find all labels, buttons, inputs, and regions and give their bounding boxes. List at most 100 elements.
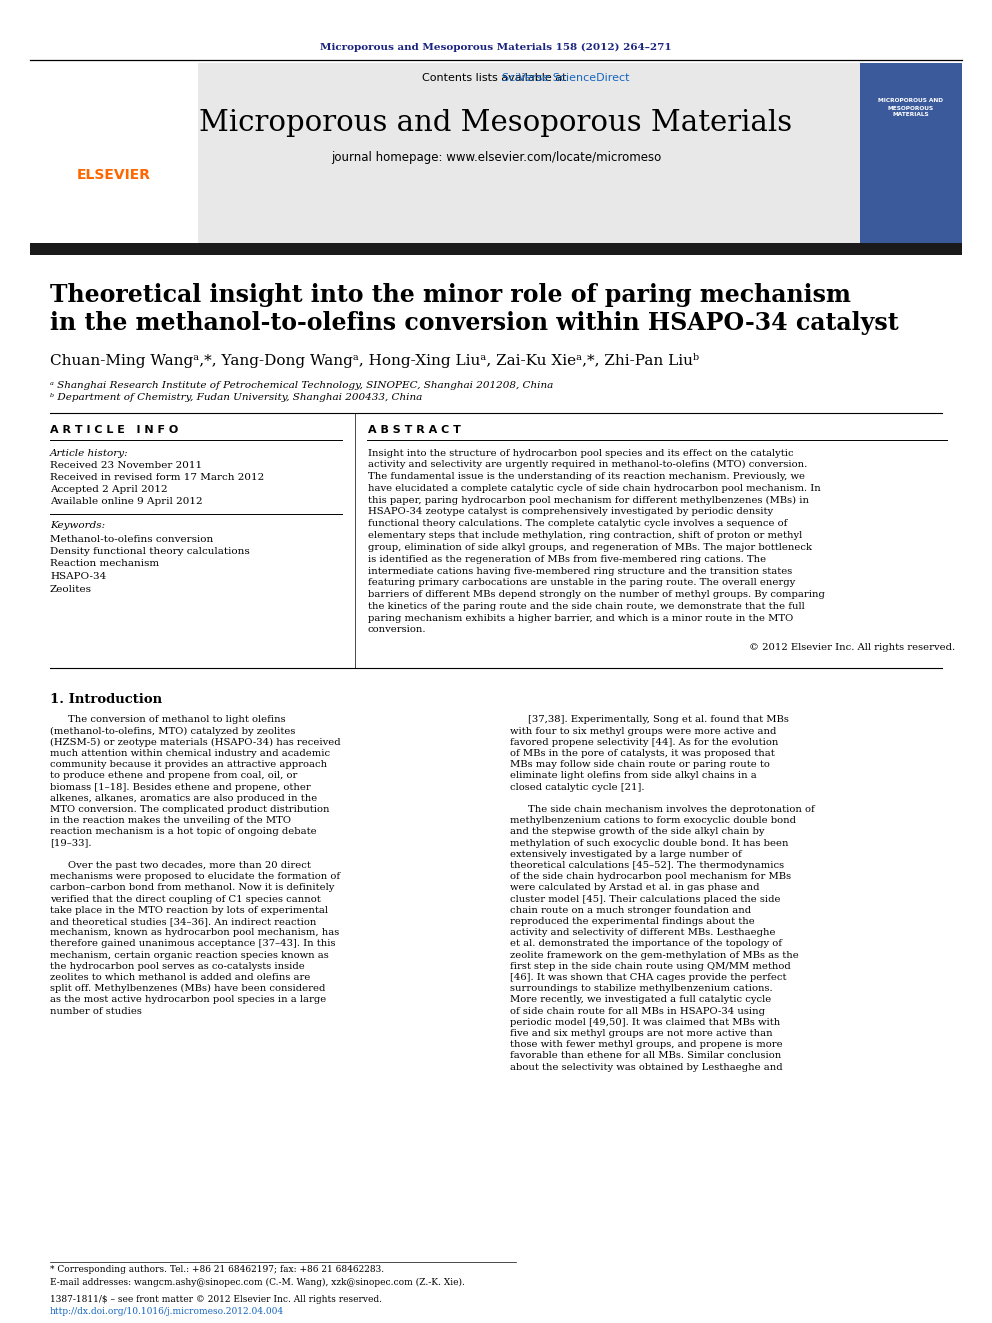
Text: featuring primary carbocations are unstable in the paring route. The overall ene: featuring primary carbocations are unsta… xyxy=(368,578,796,587)
Text: chain route on a much stronger foundation and: chain route on a much stronger foundatio… xyxy=(510,906,751,914)
Text: periodic model [49,50]. It was claimed that MBs with: periodic model [49,50]. It was claimed t… xyxy=(510,1017,781,1027)
Text: MBs may follow side chain route or paring route to: MBs may follow side chain route or parin… xyxy=(510,761,770,769)
Text: [19–33].: [19–33]. xyxy=(50,839,91,848)
Text: paring mechanism exhibits a higher barrier, and which is a minor route in the MT: paring mechanism exhibits a higher barri… xyxy=(368,614,794,623)
Text: (HZSM-5) or zeotype materials (HSAPO-34) has received: (HZSM-5) or zeotype materials (HSAPO-34)… xyxy=(50,738,340,746)
Text: The side chain mechanism involves the deprotonation of: The side chain mechanism involves the de… xyxy=(528,804,814,814)
Text: [46]. It was shown that CHA cages provide the perfect: [46]. It was shown that CHA cages provid… xyxy=(510,972,787,982)
Text: E-mail addresses: wangcm.ashy@sinopec.com (C.-M. Wang), xzk@sinopec.com (Z.-K. X: E-mail addresses: wangcm.ashy@sinopec.co… xyxy=(50,1278,465,1286)
Text: MTO conversion. The complicated product distribution: MTO conversion. The complicated product … xyxy=(50,804,329,814)
Text: theoretical calculations [45–52]. The thermodynamics: theoretical calculations [45–52]. The th… xyxy=(510,861,784,871)
Text: et al. demonstrated the importance of the topology of: et al. demonstrated the importance of th… xyxy=(510,939,782,949)
Text: * Corresponding authors. Tel.: +86 21 68462197; fax: +86 21 68462283.: * Corresponding authors. Tel.: +86 21 68… xyxy=(50,1266,384,1274)
Text: methylbenzenium cations to form exocyclic double bond: methylbenzenium cations to form exocycli… xyxy=(510,816,796,826)
Bar xyxy=(30,64,198,247)
Text: eliminate light olefins from side alkyl chains in a: eliminate light olefins from side alkyl … xyxy=(510,771,757,781)
Text: extensively investigated by a large number of: extensively investigated by a large numb… xyxy=(510,849,742,859)
Text: Reaction mechanism: Reaction mechanism xyxy=(50,560,159,569)
Text: MICROPOROUS AND
MESOPOROUS
MATERIALS: MICROPOROUS AND MESOPOROUS MATERIALS xyxy=(879,98,943,118)
Text: mechanism, certain organic reaction species known as: mechanism, certain organic reaction spec… xyxy=(50,950,328,959)
Text: of side chain route for all MBs in HSAPO-34 using: of side chain route for all MBs in HSAPO… xyxy=(510,1007,765,1016)
Text: favored propene selectivity [44]. As for the evolution: favored propene selectivity [44]. As for… xyxy=(510,738,779,746)
Text: alkenes, alkanes, aromatics are also produced in the: alkenes, alkanes, aromatics are also pro… xyxy=(50,794,317,803)
Text: split off. Methylbenzenes (MBs) have been considered: split off. Methylbenzenes (MBs) have bee… xyxy=(50,984,325,994)
Text: those with fewer methyl groups, and propene is more: those with fewer methyl groups, and prop… xyxy=(510,1040,783,1049)
Text: Insight into the structure of hydrocarbon pool species and its effect on the cat: Insight into the structure of hydrocarbo… xyxy=(368,448,794,458)
Bar xyxy=(30,64,962,247)
Text: number of studies: number of studies xyxy=(50,1007,142,1016)
Text: as the most active hydrocarbon pool species in a large: as the most active hydrocarbon pool spec… xyxy=(50,995,326,1004)
Text: [37,38]. Experimentally, Song et al. found that MBs: [37,38]. Experimentally, Song et al. fou… xyxy=(528,716,789,724)
Text: favorable than ethene for all MBs. Similar conclusion: favorable than ethene for all MBs. Simil… xyxy=(510,1052,782,1060)
Text: with four to six methyl groups were more active and: with four to six methyl groups were more… xyxy=(510,726,777,736)
Text: barriers of different MBs depend strongly on the number of methyl groups. By com: barriers of different MBs depend strongl… xyxy=(368,590,825,599)
Text: Chuan-Ming Wangᵃ,*, Yang-Dong Wangᵃ, Hong-Xing Liuᵃ, Zai-Ku Xieᵃ,*, Zhi-Pan Liuᵇ: Chuan-Ming Wangᵃ,*, Yang-Dong Wangᵃ, Hon… xyxy=(50,352,699,368)
Text: and theoretical studies [34–36]. An indirect reaction: and theoretical studies [34–36]. An indi… xyxy=(50,917,316,926)
Text: HSAPO-34 zeotype catalyst is comprehensively investigated by periodic density: HSAPO-34 zeotype catalyst is comprehensi… xyxy=(368,508,773,516)
Text: the kinetics of the paring route and the side chain route, we demonstrate that t: the kinetics of the paring route and the… xyxy=(368,602,805,611)
Text: and the stepwise growth of the side alkyl chain by: and the stepwise growth of the side alky… xyxy=(510,827,765,836)
Text: 1387-1811/$ – see front matter © 2012 Elsevier Inc. All rights reserved.: 1387-1811/$ – see front matter © 2012 El… xyxy=(50,1295,382,1304)
Text: cluster model [45]. Their calculations placed the side: cluster model [45]. Their calculations p… xyxy=(510,894,781,904)
Text: in the methanol-to-olefins conversion within HSAPO-34 catalyst: in the methanol-to-olefins conversion wi… xyxy=(50,311,899,335)
Text: Received 23 November 2011: Received 23 November 2011 xyxy=(50,462,202,471)
Text: five and six methyl groups are not more active than: five and six methyl groups are not more … xyxy=(510,1029,773,1039)
Text: Methanol-to-olefins conversion: Methanol-to-olefins conversion xyxy=(50,534,213,544)
Text: conversion.: conversion. xyxy=(368,626,427,635)
Text: of the side chain hydrocarbon pool mechanism for MBs: of the side chain hydrocarbon pool mecha… xyxy=(510,872,792,881)
Text: take place in the MTO reaction by lots of experimental: take place in the MTO reaction by lots o… xyxy=(50,906,328,914)
Text: functional theory calculations. The complete catalytic cycle involves a sequence: functional theory calculations. The comp… xyxy=(368,520,788,528)
Text: zeolites to which methanol is added and olefins are: zeolites to which methanol is added and … xyxy=(50,972,310,982)
Text: group, elimination of side alkyl groups, and regeneration of MBs. The major bott: group, elimination of side alkyl groups,… xyxy=(368,542,812,552)
Text: ᵇ Department of Chemistry, Fudan University, Shanghai 200433, China: ᵇ Department of Chemistry, Fudan Univers… xyxy=(50,393,423,402)
Text: ᵃ Shanghai Research Institute of Petrochemical Technology, SINOPEC, Shanghai 201: ᵃ Shanghai Research Institute of Petroch… xyxy=(50,381,554,389)
Text: Theoretical insight into the minor role of paring mechanism: Theoretical insight into the minor role … xyxy=(50,283,851,307)
Text: activity and selectivity of different MBs. Lesthaeghe: activity and selectivity of different MB… xyxy=(510,929,776,937)
Text: More recently, we investigated a full catalytic cycle: More recently, we investigated a full ca… xyxy=(510,995,771,1004)
Text: is identified as the regeneration of MBs from five-membered ring cations. The: is identified as the regeneration of MBs… xyxy=(368,554,766,564)
Text: in the reaction makes the unveiling of the MTO: in the reaction makes the unveiling of t… xyxy=(50,816,291,826)
Text: elementary steps that include methylation, ring contraction, shift of proton or : elementary steps that include methylatio… xyxy=(368,531,803,540)
Text: ELSEVIER: ELSEVIER xyxy=(77,168,151,183)
Text: mechanisms were proposed to elucidate the formation of: mechanisms were proposed to elucidate th… xyxy=(50,872,340,881)
Text: about the selectivity was obtained by Lesthaeghe and: about the selectivity was obtained by Le… xyxy=(510,1062,783,1072)
Text: Available online 9 April 2012: Available online 9 April 2012 xyxy=(50,497,202,507)
Text: intermediate cations having five-membered ring structure and the transition stat: intermediate cations having five-membere… xyxy=(368,566,793,576)
Text: closed catalytic cycle [21].: closed catalytic cycle [21]. xyxy=(510,782,645,791)
Text: community because it provides an attractive approach: community because it provides an attract… xyxy=(50,761,327,769)
Text: much attention within chemical industry and academic: much attention within chemical industry … xyxy=(50,749,330,758)
Text: this paper, paring hydrocarbon pool mechanism for different methylbenzenes (MBs): this paper, paring hydrocarbon pool mech… xyxy=(368,496,809,505)
Text: journal homepage: www.elsevier.com/locate/micromeso: journal homepage: www.elsevier.com/locat… xyxy=(331,152,661,164)
Text: first step in the side chain route using QM/MM method: first step in the side chain route using… xyxy=(510,962,791,971)
Text: A B S T R A C T: A B S T R A C T xyxy=(368,425,461,435)
Text: therefore gained unanimous acceptance [37–43]. In this: therefore gained unanimous acceptance [3… xyxy=(50,939,335,949)
Text: were calculated by Arstad et al. in gas phase and: were calculated by Arstad et al. in gas … xyxy=(510,884,760,892)
Text: Density functional theory calculations: Density functional theory calculations xyxy=(50,546,250,556)
Text: Contents lists available at: Contents lists available at xyxy=(422,73,570,83)
Text: verified that the direct coupling of C1 species cannot: verified that the direct coupling of C1 … xyxy=(50,894,320,904)
Bar xyxy=(30,243,962,255)
Text: biomass [1–18]. Besides ethene and propene, other: biomass [1–18]. Besides ethene and prope… xyxy=(50,782,310,791)
Text: The conversion of methanol to light olefins: The conversion of methanol to light olef… xyxy=(68,716,286,724)
Text: the hydrocarbon pool serves as co-catalysts inside: the hydrocarbon pool serves as co-cataly… xyxy=(50,962,305,971)
Text: The fundamental issue is the understanding of its reaction mechanism. Previously: The fundamental issue is the understandi… xyxy=(368,472,805,482)
Text: 1. Introduction: 1. Introduction xyxy=(50,693,162,706)
Text: Zeolites: Zeolites xyxy=(50,585,92,594)
Text: Accepted 2 April 2012: Accepted 2 April 2012 xyxy=(50,486,168,495)
Text: reproduced the experimental findings about the: reproduced the experimental findings abo… xyxy=(510,917,755,926)
Text: Received in revised form 17 March 2012: Received in revised form 17 March 2012 xyxy=(50,474,264,483)
Text: carbon–carbon bond from methanol. Now it is definitely: carbon–carbon bond from methanol. Now it… xyxy=(50,884,334,892)
Text: HSAPO-34: HSAPO-34 xyxy=(50,572,106,581)
Text: Microporous and Mesoporous Materials: Microporous and Mesoporous Materials xyxy=(199,108,793,138)
Text: (methanol-to-olefins, MTO) catalyzed by zeolites: (methanol-to-olefins, MTO) catalyzed by … xyxy=(50,726,296,736)
Text: methylation of such exocyclic double bond. It has been: methylation of such exocyclic double bon… xyxy=(510,839,789,848)
Bar xyxy=(860,64,962,247)
Text: A R T I C L E   I N F O: A R T I C L E I N F O xyxy=(50,425,179,435)
Text: to produce ethene and propene from coal, oil, or: to produce ethene and propene from coal,… xyxy=(50,771,298,781)
Text: Keywords:: Keywords: xyxy=(50,521,105,531)
Text: surroundings to stabilize methylbenzenium cations.: surroundings to stabilize methylbenzeniu… xyxy=(510,984,773,994)
Text: http://dx.doi.org/10.1016/j.micromeso.2012.04.004: http://dx.doi.org/10.1016/j.micromeso.20… xyxy=(50,1307,284,1316)
Text: zeolite framework on the gem-methylation of MBs as the: zeolite framework on the gem-methylation… xyxy=(510,950,799,959)
Text: reaction mechanism is a hot topic of ongoing debate: reaction mechanism is a hot topic of ong… xyxy=(50,827,316,836)
Text: Over the past two decades, more than 20 direct: Over the past two decades, more than 20 … xyxy=(68,861,310,871)
